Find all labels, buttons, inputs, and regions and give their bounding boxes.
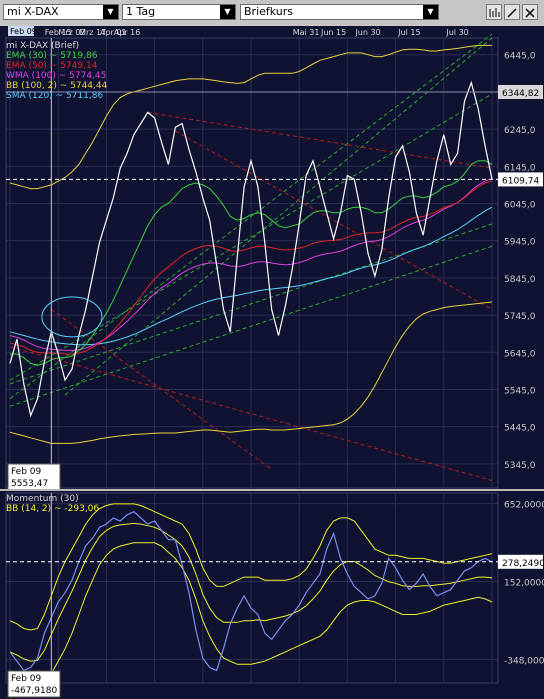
settings-button[interactable] xyxy=(522,4,538,20)
cursor-date: Feb 09 xyxy=(11,674,42,684)
settings-icon xyxy=(525,8,535,18)
trendline-support xyxy=(64,37,493,396)
y-tick-label: 652,0000 xyxy=(504,501,544,511)
x-tick-label: Jul 30 xyxy=(445,28,468,37)
x-tick-label: Apr 16 xyxy=(114,28,141,37)
series-line-bb_lower xyxy=(9,542,493,693)
x-tick-label: Apr 01 xyxy=(100,28,127,37)
x-tick-label: Feb 15 xyxy=(45,28,72,37)
high-value-label: 6344,82 xyxy=(502,89,539,99)
y-tick-label: 5745,0 xyxy=(504,312,536,322)
x-tick-label: Jun 15 xyxy=(320,28,346,37)
period-select[interactable]: 1 Tag ▼ xyxy=(122,4,236,20)
cursor-value: -467,9180 xyxy=(11,686,57,696)
cursor-date: Feb 09 xyxy=(11,467,42,477)
cursor-axis-date: Feb 09 xyxy=(10,27,37,36)
x-tick-label: Jun 30 xyxy=(354,28,380,37)
price-type-select[interactable]: Briefkurs ▼ xyxy=(240,4,439,20)
x-axis-band xyxy=(0,26,544,37)
x-tick-label: Mai 31 xyxy=(293,28,320,37)
series-line-ema50 xyxy=(9,180,493,355)
series-line-sma120 xyxy=(9,206,493,346)
y-tick-label: 5845,0 xyxy=(504,275,536,285)
chart-title: mi X-DAX (Brief) xyxy=(6,41,79,51)
instrument-select[interactable]: mi X-DAX ▼ xyxy=(3,4,119,20)
last-value-label: 6109,74 xyxy=(502,176,539,186)
y-tick-label: 5445,0 xyxy=(504,424,536,434)
legend-entry-wma100: WMA (100) ~ 5774,45 xyxy=(6,71,106,81)
momentum-chart-panel[interactable]: -348,0000 152,0000 652,0000 278,2490 Feb 09 -… xyxy=(0,491,544,699)
trendline-support xyxy=(9,245,493,407)
y-tick-label: 6045,0 xyxy=(504,200,536,210)
last-value-label: 278,2490 xyxy=(502,559,544,569)
legend-entry-ema30: EMA (30) ~ 5719,86 xyxy=(6,51,98,61)
series-line-price xyxy=(9,80,493,418)
legend-entry-momentum_bb: BB (14, 2) ~ -293,06 xyxy=(6,504,99,514)
trendline-resistance xyxy=(9,346,493,482)
cursor-info-box xyxy=(7,670,61,698)
pen-icon xyxy=(507,8,517,18)
trendline-resistance xyxy=(51,309,272,470)
plot-frame xyxy=(5,37,499,489)
series-line-bb_upper xyxy=(9,503,493,631)
x-tick-label: Jul 15 xyxy=(397,28,420,37)
x-tick-label: Mrz 17 xyxy=(79,28,106,37)
y-tick-label: 6145,0 xyxy=(504,163,536,173)
y-tick-label: 152,0000 xyxy=(504,578,544,588)
highlight-ellipse xyxy=(41,296,103,338)
cursor-info-box xyxy=(7,463,61,489)
toolbar: mi X-DAX ▼ 1 Tag ▼ Briefkurs ▼ xyxy=(0,0,544,27)
high-value-box xyxy=(498,84,543,99)
y-tick-label: 5545,0 xyxy=(504,386,536,396)
plot-frame xyxy=(5,492,499,684)
legend-entry-bb: BB (100, 2) ~ 5744,44 xyxy=(6,81,108,91)
y-tick-label: 6245,0 xyxy=(504,126,536,136)
series-line-bb_mid xyxy=(9,522,493,662)
legend-entry-ema50: EMA (50) ~ 5749,14 xyxy=(6,61,98,71)
momentum-chart: -348,0000 152,0000 652,0000 278,2490 Feb 09 -… xyxy=(5,492,544,698)
last-value-box xyxy=(498,172,543,187)
chart-title: Momentum (30) xyxy=(6,494,79,504)
cursor-value: 5553,47 xyxy=(11,479,48,489)
price-type-select-value: Briefkurs xyxy=(244,5,294,18)
price-chart-panel[interactable]: Feb 15 Mrz 02 Mrz 17 Apr 01 Apr 16 Mai 31 Jun … xyxy=(0,26,544,489)
last-value-box xyxy=(498,554,543,569)
series-line-ema30 xyxy=(10,160,493,366)
trendline-resistance xyxy=(147,111,493,169)
chevron-down-icon: ▼ xyxy=(423,5,438,19)
draw-line-button[interactable] xyxy=(504,4,520,20)
y-tick-label: 5945,0 xyxy=(504,238,536,248)
y-tick-label: 5345,0 xyxy=(504,461,536,471)
period-select-value: 1 Tag xyxy=(126,5,156,18)
y-tick-label: -348,0000 xyxy=(504,656,544,666)
y-tick-label: 5645,0 xyxy=(504,349,536,359)
bars-icon xyxy=(489,8,500,17)
series-line-bb_lower xyxy=(9,301,493,444)
series-line-wma100 xyxy=(9,178,493,351)
x-tick-label: Mrz 02 xyxy=(58,28,85,37)
instrument-select-value: mi X-DAX xyxy=(7,5,59,18)
y-tick-label: 6445,0 xyxy=(504,52,536,62)
series-line-bb_upper xyxy=(9,44,492,190)
legend-entry-sma120: SMA (120) ~ 5711,86 xyxy=(6,91,103,101)
series-line-momentum xyxy=(9,510,493,672)
chevron-down-icon: ▼ xyxy=(220,5,235,19)
chevron-down-icon: ▼ xyxy=(103,5,118,19)
indicator-button[interactable] xyxy=(486,4,502,20)
cursor-axis-box xyxy=(8,26,34,36)
trendline-resistance xyxy=(175,130,493,310)
